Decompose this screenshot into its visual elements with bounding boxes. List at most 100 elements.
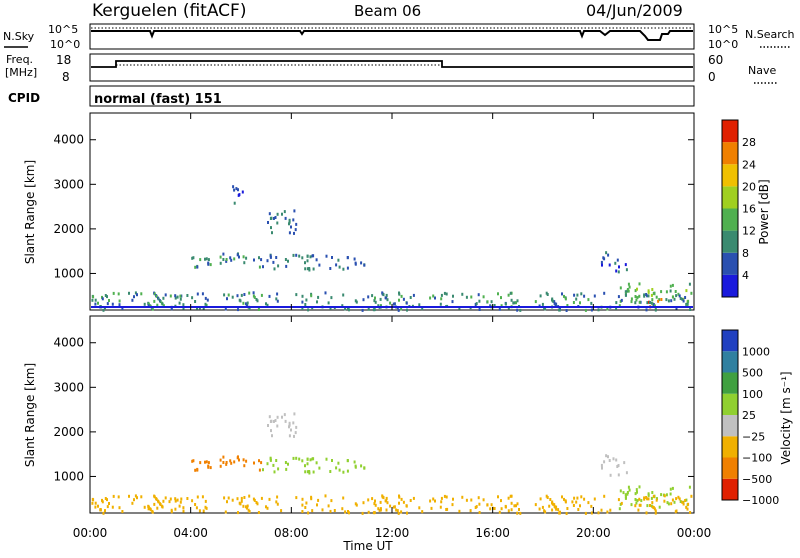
scatter-cell: [385, 293, 388, 297]
scatter-cell: [354, 262, 357, 266]
scatter-region: [262, 253, 366, 272]
scatter-cell: [168, 500, 171, 504]
scatter-cell: [248, 307, 251, 310]
nsky-panel-frame: [89, 23, 695, 50]
scatter-cell: [246, 303, 248, 307]
scatter-cell: [222, 455, 225, 459]
scatter-cell: [575, 500, 578, 504]
scatter-cell: [628, 285, 631, 289]
scatter-cell: [330, 296, 333, 300]
scatter-cell: [253, 498, 256, 502]
scatter-cell: [618, 507, 621, 511]
scatter-cell: [235, 187, 238, 191]
colorbar-tick-label: 4: [742, 269, 749, 282]
scatter-cell: [182, 506, 185, 510]
scatter-cell: [667, 299, 670, 303]
scatter-cell: [651, 491, 654, 494]
colorbar-tick-label: −100: [742, 452, 772, 465]
scatter-cell: [534, 300, 537, 304]
scatter-cell: [635, 501, 638, 505]
x-tick-label: 08:00: [274, 526, 309, 540]
scatter-cell: [393, 505, 396, 509]
nsky-series: [91, 30, 693, 41]
scatter-cell: [625, 268, 628, 272]
scatter-cell: [159, 503, 162, 506]
scatter-cell: [360, 261, 363, 265]
scatter-cell: [620, 298, 623, 302]
scatter-cell: [219, 261, 222, 265]
scatter-cell: [362, 298, 365, 302]
scatter-cell: [118, 303, 121, 307]
scatter-cell: [685, 289, 688, 293]
colorbar-swatch: [722, 393, 738, 415]
scatter-cell: [330, 499, 333, 503]
scatter-cell: [162, 499, 165, 503]
scatter-cell: [207, 465, 210, 469]
scatter-cell: [174, 497, 177, 501]
scatter-cell: [617, 464, 620, 467]
scatter-cell: [372, 511, 375, 515]
scatter-cell: [685, 302, 688, 306]
scatter-cell: [451, 300, 454, 304]
scatter-cell: [170, 510, 173, 514]
scatter-cell: [288, 222, 290, 226]
scatter-cell: [301, 300, 304, 304]
velocity-colorbar: 1000 500 100 25 −25 −100 −500 −1000: [721, 329, 779, 507]
scatter-cell: [507, 509, 510, 513]
scatter-cell: [298, 457, 301, 461]
scatter-cell: [373, 299, 376, 303]
scatter-cell: [277, 467, 280, 471]
scatter-cell: [445, 292, 448, 296]
colorbar-swatch: [722, 120, 738, 143]
scatter-cell: [654, 509, 657, 513]
scatter-cell: [194, 265, 197, 269]
scatter-cell: [236, 456, 239, 460]
scatter-cell: [519, 511, 522, 515]
scatter-cell: [206, 298, 209, 302]
colorbar-tick-label: 12: [742, 225, 756, 238]
scatter-cell: [590, 308, 593, 312]
scatter-cell: [652, 494, 655, 498]
scatter-cell: [671, 295, 674, 299]
scatter-cell: [465, 295, 468, 299]
scatter-cell: [561, 292, 563, 296]
scatter-cell: [207, 262, 210, 266]
scatter-cell: [92, 295, 95, 299]
scatter-cell: [400, 294, 403, 298]
scatter-cell: [461, 495, 464, 499]
scatter-cell: [106, 505, 109, 509]
scatter-cell: [192, 459, 195, 463]
scatter-cell: [156, 506, 159, 510]
scatter-cell: [679, 500, 682, 503]
scatter-cell: [281, 212, 283, 216]
scatter-cell: [429, 499, 432, 503]
scatter-cell: [421, 510, 424, 514]
scatter-cell: [360, 464, 363, 468]
scatter-cell: [381, 494, 384, 498]
scatter-cell: [248, 510, 251, 513]
scatter-cell: [101, 297, 104, 301]
scatter-cell: [288, 434, 291, 438]
scatter-cell: [647, 289, 650, 293]
scatter-cell: [564, 297, 567, 301]
scatter-cell: [275, 459, 278, 462]
scatter-cell: [304, 506, 307, 509]
scatter-cell: [245, 256, 248, 260]
scatter-cell: [579, 504, 581, 508]
scatter-cell: [690, 494, 693, 498]
scatter-cell: [219, 464, 222, 468]
scatter-cell: [440, 500, 443, 504]
scatter-cell: [673, 297, 676, 301]
colorbar-swatch: [722, 252, 738, 275]
scatter-cell: [405, 504, 408, 508]
scatter-cell: [637, 508, 640, 512]
scatter-cell: [601, 263, 603, 267]
scatter-cell: [630, 297, 633, 301]
scatter-cell: [619, 286, 622, 290]
scatter-cell: [619, 502, 622, 506]
scatter-cell: [565, 512, 568, 515]
scatter-cell: [652, 291, 655, 295]
scatter-cell: [246, 504, 249, 508]
scatter-cell: [108, 299, 110, 302]
scatter-cell: [681, 297, 684, 301]
